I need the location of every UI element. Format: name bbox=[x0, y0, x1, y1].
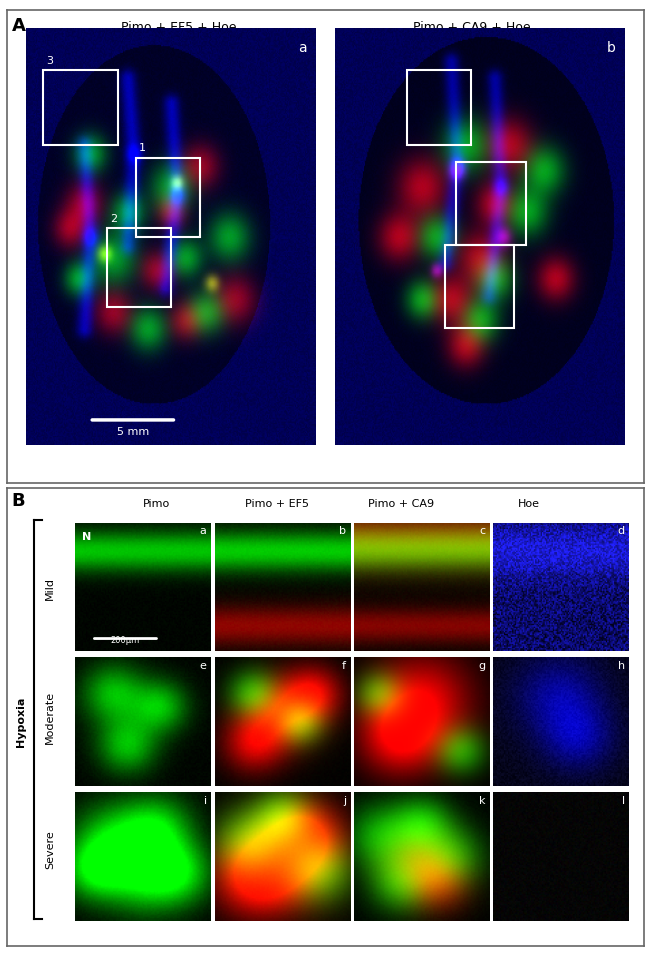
Text: j: j bbox=[343, 795, 346, 806]
Text: d: d bbox=[618, 527, 625, 536]
Text: c: c bbox=[479, 527, 486, 536]
Text: Moderate: Moderate bbox=[45, 690, 55, 744]
Text: Pimo + CA9: Pimo + CA9 bbox=[369, 499, 434, 509]
Text: a: a bbox=[298, 41, 307, 55]
Text: a: a bbox=[200, 527, 207, 536]
Text: 1: 1 bbox=[138, 143, 146, 153]
Text: l: l bbox=[621, 795, 625, 806]
Bar bbox=[43, 70, 118, 145]
Bar bbox=[136, 158, 200, 237]
Text: A: A bbox=[12, 16, 25, 34]
Text: Hypoxia: Hypoxia bbox=[16, 696, 25, 747]
Text: h: h bbox=[618, 661, 625, 671]
Text: k: k bbox=[479, 795, 486, 806]
Text: 5 mm: 5 mm bbox=[117, 426, 149, 437]
Text: i: i bbox=[203, 795, 207, 806]
Bar bbox=[456, 162, 526, 245]
Text: b: b bbox=[339, 527, 346, 536]
Text: B: B bbox=[12, 492, 25, 511]
Text: b: b bbox=[607, 41, 616, 55]
Bar bbox=[445, 245, 514, 328]
Text: Pimo: Pimo bbox=[142, 499, 170, 509]
Text: f: f bbox=[342, 661, 346, 671]
Text: 3: 3 bbox=[46, 56, 53, 66]
Text: Mild: Mild bbox=[45, 577, 55, 600]
Text: Pimo + EF5 + Hoe: Pimo + EF5 + Hoe bbox=[121, 21, 236, 34]
Bar bbox=[407, 70, 471, 145]
Text: N: N bbox=[82, 532, 92, 541]
Text: Pimo + CA9 + Hoe: Pimo + CA9 + Hoe bbox=[413, 21, 530, 34]
Text: Hoe: Hoe bbox=[518, 499, 540, 509]
Text: 200μm: 200μm bbox=[111, 636, 140, 645]
Text: g: g bbox=[478, 661, 486, 671]
Text: Severe: Severe bbox=[45, 831, 55, 869]
Text: 2: 2 bbox=[110, 214, 117, 225]
Text: e: e bbox=[200, 661, 207, 671]
Bar bbox=[107, 228, 170, 308]
Text: Pimo + EF5: Pimo + EF5 bbox=[245, 499, 309, 509]
